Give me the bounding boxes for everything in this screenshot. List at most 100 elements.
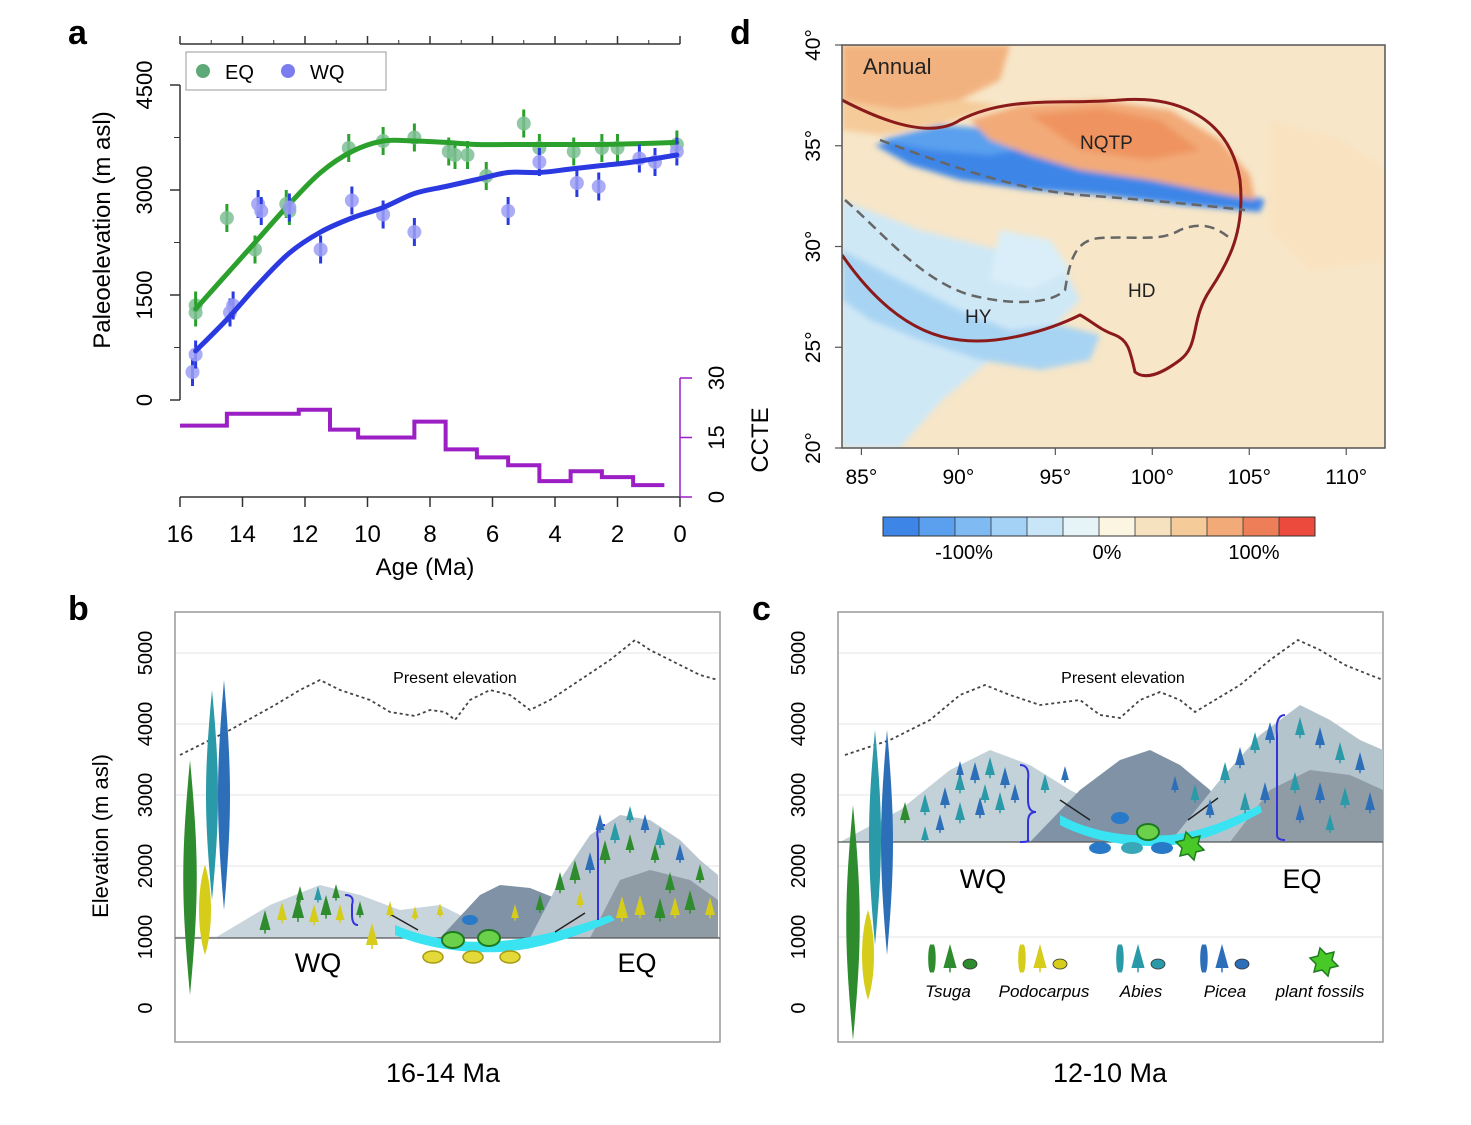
conifer-tree [1250, 732, 1260, 750]
conifer-tree [634, 895, 646, 915]
eq-point [219, 211, 234, 225]
conifer-tree [1365, 792, 1375, 810]
wq-arrow [387, 912, 419, 931]
colorbar-swatch [1207, 517, 1244, 536]
panel-d-letter: d [730, 14, 751, 52]
y-tick-label: 4000 [135, 702, 157, 747]
conifer-tree [535, 894, 545, 910]
panel-b-y-label: Elevation (m asl) [88, 754, 113, 918]
nqtp-hotspot [1030, 108, 1200, 160]
colorbar-swatch [1135, 517, 1172, 536]
conifer-tree [610, 822, 620, 840]
wq-point [532, 155, 547, 169]
panel-b-trees [259, 806, 715, 949]
conifer-tree [654, 898, 666, 918]
tsuga-fossil [1136, 823, 1160, 841]
conifer-tree [955, 802, 965, 820]
conifer-tree [335, 904, 345, 920]
wq-trend-line [193, 152, 680, 354]
colorbar-swatch [955, 517, 992, 536]
map-y-ticks: 20° 25° 30° 35° 40° [802, 29, 842, 464]
colorbar-ticks: -100% 0% 100% [935, 542, 1280, 564]
conifer-tree [309, 904, 319, 922]
wq-point [344, 193, 359, 208]
conifer-tree [640, 814, 650, 830]
conifer-tree [277, 902, 287, 920]
conifer-tree [675, 844, 685, 860]
conifer-tree [956, 761, 964, 775]
conifer-tree [585, 852, 595, 870]
plant-fossil [1174, 830, 1206, 862]
panel-b-letter: b [68, 590, 89, 628]
panel-b-wq-label: WQ [295, 948, 342, 978]
northwest-orange [842, 45, 1010, 110]
panel-c: c 0 1000 2000 3000 4000 5000 Present elevatio… [752, 590, 1384, 1088]
podocarpus-fossil [499, 950, 521, 964]
conifer-tree [314, 886, 322, 900]
colorbar-swatch [1063, 517, 1100, 536]
wq-bracket [1019, 764, 1037, 843]
conifer-tree [955, 772, 965, 790]
conifer-tree [1295, 804, 1305, 820]
ccte-step-line [180, 407, 665, 488]
colorbar-swatch [1099, 517, 1136, 536]
panel-b-caption: 16-14 Ma [386, 1058, 501, 1088]
himalaya-blue-band [842, 250, 1100, 370]
conifer-tree [985, 757, 995, 775]
conifer-tree [615, 896, 629, 918]
conifer-tree [1295, 717, 1305, 735]
conifer-tree [940, 787, 950, 805]
elevation-range-spindle [869, 730, 881, 945]
y-tick-label: 1000 [788, 915, 810, 960]
panel-c-caption: 12-10 Ma [1053, 1058, 1168, 1088]
legend-wq-marker [281, 64, 295, 78]
elevation-range-spindle [881, 730, 893, 955]
map-y-tick-label: 30° [802, 231, 825, 263]
y-ticks: 0 1500 3000 4500 [132, 61, 180, 406]
plant-fossil-icon [1308, 946, 1340, 978]
conifer-tree [935, 814, 945, 830]
map-x-tick-label: 90° [942, 466, 974, 489]
y-tick-label: 3000 [788, 773, 810, 818]
panel-c-trees [900, 717, 1375, 843]
conifer-tree [1205, 799, 1215, 815]
panel-b-range-violins [183, 680, 230, 995]
panel-d: d Annual [730, 14, 1386, 564]
legend-plant-fossils: plant fossils [1275, 982, 1365, 1001]
x-tick-label: 16 [167, 521, 194, 548]
y-tick-label: 0 [132, 394, 157, 406]
picea-fossil [462, 915, 478, 925]
elevation-range-spindle [1018, 944, 1026, 973]
present-elevation-line [844, 638, 1384, 756]
panel-c-fossils [1089, 812, 1206, 862]
eq-bracket [1275, 714, 1286, 841]
conifer-tree [1000, 767, 1010, 785]
panel-c-range-violins [846, 730, 893, 1040]
x-tick-label: 8 [423, 521, 436, 548]
tsuga-fossil [477, 929, 501, 947]
conifer-tree [1290, 772, 1300, 790]
conifer-tree [291, 896, 305, 918]
conifer-tree [970, 762, 980, 780]
y2-tick-label: 0 [704, 491, 729, 503]
middle-mountain-dark [1030, 750, 1240, 842]
east-patch [1270, 120, 1385, 270]
conifer-tree [599, 840, 611, 860]
series-layer [180, 109, 684, 488]
podocarpus-fossil [462, 950, 484, 964]
y-axis-label: Paleoelevation (m asl) [89, 111, 116, 348]
x-axis-label: Age (Ma) [376, 554, 475, 581]
x-tick-label: 12 [292, 521, 319, 548]
colorbar-tick-label: 0% [1093, 542, 1122, 564]
picea-fossil [1089, 842, 1111, 854]
region-label-hd: HD [1128, 281, 1155, 302]
y-tick-label: 2000 [135, 844, 157, 889]
y-tick-label: 3000 [135, 773, 157, 818]
conifer-tree [1315, 727, 1325, 745]
x-tick-label: 2 [611, 521, 624, 548]
map-y-tick-label: 20° [802, 432, 825, 464]
conifer-tree [900, 802, 910, 820]
colorbar-tick-label: -100% [935, 542, 993, 564]
conifer-tree [1061, 766, 1069, 780]
map-x-tick-label: 105° [1228, 466, 1271, 489]
